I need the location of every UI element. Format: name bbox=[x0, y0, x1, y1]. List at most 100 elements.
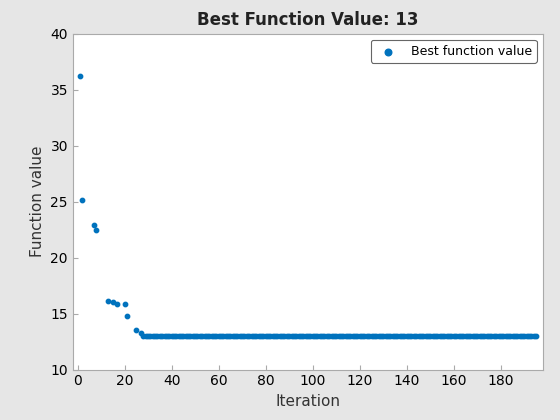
Best function value bbox=[527, 333, 536, 339]
Best function value bbox=[442, 333, 451, 339]
Best function value bbox=[445, 333, 454, 339]
Best function value bbox=[421, 333, 430, 339]
Best function value bbox=[487, 333, 496, 339]
Best function value bbox=[511, 333, 520, 339]
Best function value bbox=[153, 333, 162, 339]
Best function value bbox=[337, 333, 346, 339]
Best function value bbox=[193, 333, 202, 339]
Best function value bbox=[209, 333, 218, 339]
Best function value bbox=[207, 333, 216, 339]
Best function value bbox=[299, 333, 308, 339]
Best function value bbox=[327, 333, 336, 339]
Best function value bbox=[468, 333, 477, 339]
Best function value bbox=[233, 333, 242, 339]
Best function value bbox=[162, 333, 171, 339]
Best function value bbox=[278, 333, 287, 339]
Best function value bbox=[167, 333, 176, 339]
Best function value bbox=[252, 333, 261, 339]
Best function value bbox=[212, 333, 221, 339]
Best function value bbox=[372, 333, 381, 339]
Best function value bbox=[247, 333, 256, 339]
Best function value bbox=[437, 333, 446, 339]
Best function value bbox=[202, 333, 211, 339]
Best function value bbox=[254, 333, 263, 339]
Best function value bbox=[346, 333, 355, 339]
Best function value bbox=[339, 333, 348, 339]
Best function value bbox=[412, 333, 421, 339]
Best function value bbox=[517, 333, 526, 339]
Best function value bbox=[334, 333, 343, 339]
Best function value bbox=[464, 333, 473, 339]
Best function value bbox=[311, 333, 320, 339]
Best function value bbox=[426, 333, 435, 339]
Best function value bbox=[353, 333, 362, 339]
Best function value bbox=[240, 333, 249, 339]
Best function value bbox=[508, 333, 517, 339]
Best function value bbox=[423, 333, 432, 339]
Best function value bbox=[264, 333, 273, 339]
Best function value bbox=[376, 333, 385, 339]
Best function value bbox=[108, 299, 117, 306]
Best function value bbox=[365, 333, 374, 339]
Best function value bbox=[440, 333, 449, 339]
Best function value bbox=[470, 333, 479, 339]
Best function value bbox=[452, 333, 461, 339]
Best function value bbox=[419, 333, 428, 339]
Best function value bbox=[414, 333, 423, 339]
Best function value bbox=[123, 312, 132, 319]
Best function value bbox=[296, 333, 305, 339]
Best function value bbox=[362, 333, 371, 339]
Best function value bbox=[259, 333, 268, 339]
Best function value bbox=[433, 333, 442, 339]
Best function value bbox=[341, 333, 350, 339]
Best function value bbox=[515, 333, 524, 339]
Best function value bbox=[148, 333, 157, 339]
Best function value bbox=[151, 333, 160, 339]
Y-axis label: Function value: Function value bbox=[30, 146, 45, 257]
Best function value bbox=[172, 333, 181, 339]
Best function value bbox=[219, 333, 228, 339]
Best function value bbox=[266, 333, 275, 339]
Best function value bbox=[499, 333, 508, 339]
Best function value bbox=[386, 333, 395, 339]
Best function value bbox=[188, 333, 197, 339]
Best function value bbox=[393, 333, 402, 339]
Best function value bbox=[190, 333, 199, 339]
Best function value bbox=[395, 333, 404, 339]
Best function value bbox=[351, 333, 360, 339]
Best function value bbox=[179, 333, 188, 339]
Best function value bbox=[170, 333, 179, 339]
Best function value bbox=[306, 333, 315, 339]
Best function value bbox=[217, 333, 226, 339]
Best function value bbox=[494, 333, 503, 339]
Best function value bbox=[205, 333, 214, 339]
Best function value bbox=[186, 333, 195, 339]
Legend: Best function value: Best function value bbox=[371, 40, 537, 63]
Best function value bbox=[323, 333, 332, 339]
Best function value bbox=[181, 333, 190, 339]
Best function value bbox=[78, 197, 87, 204]
Best function value bbox=[325, 333, 334, 339]
Best function value bbox=[198, 333, 207, 339]
Best function value bbox=[329, 333, 338, 339]
Best function value bbox=[256, 333, 265, 339]
Best function value bbox=[398, 333, 407, 339]
Best function value bbox=[431, 333, 440, 339]
Best function value bbox=[475, 333, 484, 339]
Best function value bbox=[200, 333, 209, 339]
Best function value bbox=[292, 333, 301, 339]
Best function value bbox=[184, 333, 193, 339]
Best function value bbox=[113, 300, 122, 307]
Best function value bbox=[484, 333, 493, 339]
Best function value bbox=[143, 333, 152, 339]
Best function value bbox=[214, 333, 223, 339]
Best function value bbox=[402, 333, 411, 339]
Best function value bbox=[513, 333, 522, 339]
Best function value bbox=[348, 333, 357, 339]
Best function value bbox=[231, 333, 240, 339]
Best function value bbox=[237, 333, 246, 339]
Best function value bbox=[461, 333, 470, 339]
Best function value bbox=[294, 333, 303, 339]
Best function value bbox=[137, 329, 146, 336]
Best function value bbox=[284, 333, 293, 339]
